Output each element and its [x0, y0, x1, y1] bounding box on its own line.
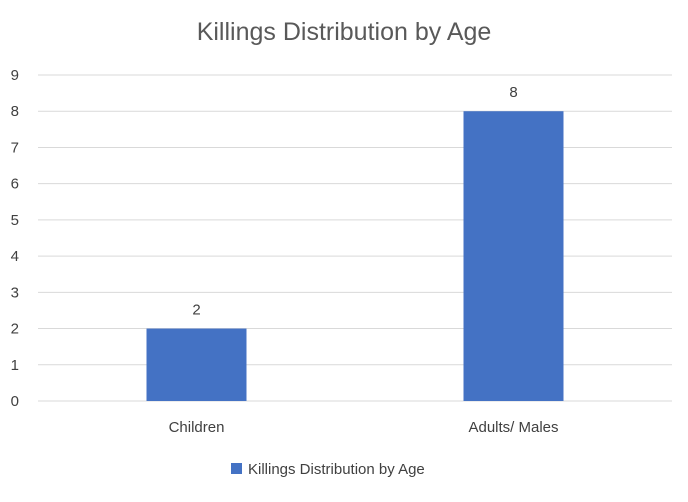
y-tick-label: 0 [11, 393, 19, 410]
y-tick-label: 8 [11, 103, 19, 120]
data-label: 2 [192, 302, 200, 319]
y-tick-label: 1 [11, 357, 19, 374]
y-tick-label: 3 [11, 284, 19, 301]
legend-label: Killings Distribution by Age [248, 461, 425, 478]
y-tick-label: 9 [11, 67, 19, 84]
bar [463, 111, 564, 401]
gridlines [38, 74, 672, 402]
chart-title: Killings Distribution by Age [197, 18, 492, 46]
bars [146, 111, 564, 401]
y-tick-label: 4 [11, 248, 19, 265]
legend-swatch [231, 463, 242, 474]
y-tick-label: 2 [11, 321, 19, 338]
category-label: Adults/ Males [468, 419, 558, 436]
data-labels: 28 [192, 84, 517, 318]
legend: Killings Distribution by Age [231, 461, 425, 478]
data-label: 8 [509, 84, 517, 101]
y-tick-label: 6 [11, 176, 19, 193]
y-tick-label: 5 [11, 212, 19, 229]
y-tick-label: 7 [11, 139, 19, 156]
y-axis-ticks: 0 1 2 3 4 5 6 7 8 9 [11, 67, 19, 410]
bar [146, 328, 247, 401]
category-label: Children [169, 419, 225, 436]
x-axis-categories: Children Adults/ Males [169, 419, 559, 436]
